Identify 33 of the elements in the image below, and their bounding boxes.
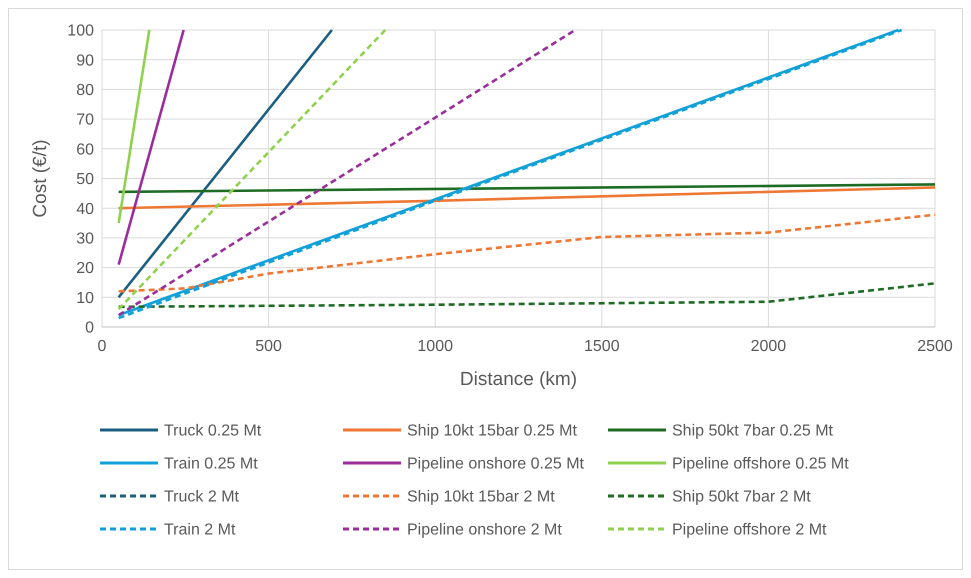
- x-tick-label: 500: [255, 338, 282, 355]
- legend-label: Ship 50kt 7bar 0.25 Mt: [672, 422, 834, 440]
- legend-label: Truck 0.25 Mt: [164, 422, 262, 440]
- legend-label: Train 2 Mt: [164, 522, 236, 539]
- x-tick-label: 1500: [584, 338, 620, 355]
- y-tick-label: 50: [76, 171, 94, 188]
- legend-label: Train 0.25 Mt: [164, 456, 258, 473]
- legend-label: Pipeline onshore 2 Mt: [407, 522, 562, 539]
- line-series: [117, 282, 935, 308]
- legend-label: Pipeline offshore 2 Mt: [672, 522, 828, 539]
- y-tick-label: 90: [76, 52, 94, 70]
- legend-label: Pipeline onshore 0.25 Mt: [407, 456, 585, 473]
- y-tick-label: 80: [76, 82, 94, 99]
- y-tick-label: 60: [76, 141, 94, 158]
- x-axis-title: Distance (km): [460, 369, 578, 390]
- x-tick-label: 1000: [417, 338, 454, 355]
- legend-label: Truck 2 Mt: [164, 488, 240, 506]
- legend-label: Ship 10kt 15bar 2 Mt: [407, 488, 556, 506]
- y-tick-label: 10: [76, 290, 94, 307]
- x-tick-label: 0: [98, 338, 107, 355]
- y-tick-label: 100: [67, 22, 94, 40]
- x-tick-label: 2500: [917, 338, 953, 355]
- legend-label: Ship 50kt 7bar 2 Mt: [672, 488, 812, 506]
- y-tick-label: 20: [76, 260, 94, 278]
- y-axis-title: Cost (€/t): [30, 139, 51, 218]
- y-tick-label: 70: [76, 112, 94, 129]
- y-tick-label: 0: [85, 320, 94, 337]
- y-tick-label: 30: [76, 230, 94, 248]
- x-tick-label: 2000: [750, 338, 786, 355]
- y-tick-label: 40: [76, 200, 94, 218]
- legend-label: Ship 10kt 15bar 0.25 Mt: [407, 422, 578, 440]
- legend-label: Pipeline offshore 0.25 Mt: [672, 456, 850, 473]
- line-series: [117, 213, 935, 293]
